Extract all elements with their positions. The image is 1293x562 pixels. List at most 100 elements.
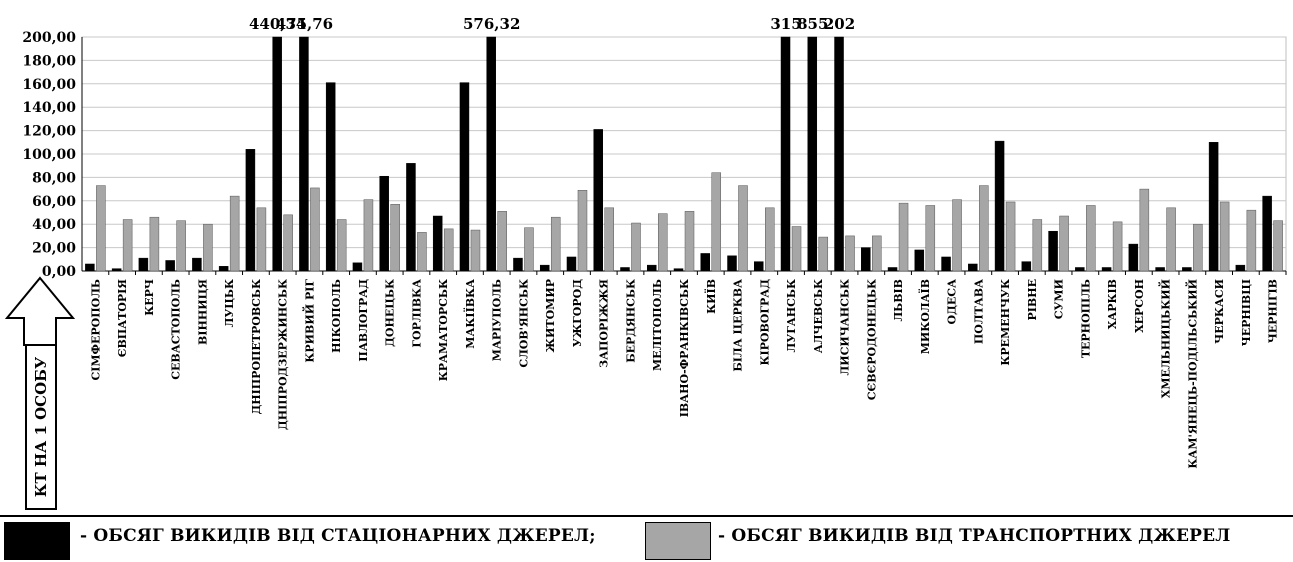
x-tick-label: ХЕРСОН [1133,279,1146,333]
y-tick-label: 180,00 [22,53,76,69]
bar-stationary [887,267,898,272]
bar-transport [604,207,614,272]
bar-stationary [486,36,496,272]
bar-transport [738,185,748,272]
x-tick-label: КРЕМЕНЧУК [999,279,1012,366]
x-tick-label: ЖИТОМИР [544,279,557,352]
bar-transport [684,211,695,272]
bar-transport [845,235,855,272]
bar-transport [979,185,989,272]
bar-stationary [459,82,470,272]
up-arrow-icon [4,276,76,346]
bar-transport [872,235,882,272]
bar-stationary [620,267,630,272]
bar-stationary [646,264,657,272]
bar-stationary [834,36,844,272]
x-tick-label: ЛЬВІВ [892,279,905,322]
x-tick-label: СЛОВ'ЯНСЬК [517,279,530,368]
x-tick-label: ЧЕРНІГІВ [1267,279,1280,343]
bar-stationary [513,257,523,272]
bar-transport [122,219,133,272]
bar-stationary [111,268,122,272]
bar-stationary [1075,267,1085,272]
y-axis-label-box [25,344,57,510]
bar-transport [898,202,909,272]
bar-stationary [432,215,443,272]
y-tick-label: 100,00 [22,147,76,163]
bar-transport [176,220,186,272]
bar-transport [1246,209,1257,272]
x-tick-label: ГОРЛІВКА [410,279,423,348]
bar-transport [256,207,267,272]
bar-stationary [1021,261,1032,272]
x-tick-label: БЕРДЯНСЬК [624,279,637,363]
x-tick-label: ХМЕЛЬНИЦЬКИЙ [1158,279,1173,398]
data-label: 855 [797,15,828,33]
bar-transport [96,185,106,272]
bar-stationary [1155,267,1165,272]
data-label: 315 [770,15,801,33]
x-tick-label: ТЕРНОПІЛЬ [1079,279,1092,358]
bar-transport [1032,219,1043,272]
y-tick-label: 120,00 [22,124,76,140]
legend-swatch-transport [645,522,711,560]
bar-transport [497,211,507,272]
bar-stationary [245,149,256,272]
legend-label-transport: - ОБСЯГ ВИКИДІВ ВІД ТРАНСПОРТНИХ ДЖЕРЕЛ [718,526,1231,546]
bar-stationary [700,253,711,272]
legend-dash: - [718,526,732,546]
bar-stationary [727,255,737,272]
bar-stationary [941,256,951,272]
bar-transport [791,226,802,272]
bar-transport [524,227,534,272]
bar-stationary [138,257,149,272]
bar-transport [470,229,481,272]
y-axis-label: КТ НА 1 ОСОБУ [32,357,50,497]
bar-transport [149,216,160,272]
bar-stationary [754,261,764,272]
x-tick-label: КЕРЧ [143,279,156,316]
x-tick-label: СІМФЕРОПОЛЬ [89,279,102,381]
bar-transport [577,190,588,272]
y-tick-label: 60,00 [32,194,76,210]
legend-label-stationary: - ОБСЯГ ВИКИДІВ ВІД СТАЦІОНАРНИХ ДЖЕРЕЛ; [80,526,596,546]
x-tick-label: КРАМАТОРСЬК [437,279,450,381]
bar-transport [925,205,936,272]
x-tick-label: СЄВЄРОДОНЕЦЬК [865,279,878,400]
legend: - ОБСЯГ ВИКИДІВ ВІД СТАЦІОНАРНИХ ДЖЕРЕЛ;… [0,515,1293,562]
bar-stationary [673,268,684,272]
y-tick-label: 200,00 [22,30,76,46]
x-tick-label: ЗАПОРІЖЖЯ [598,279,611,368]
bar-stationary [539,264,550,272]
bar-stationary [192,257,202,272]
y-tick-label: 80,00 [32,170,76,186]
bar-stationary [1208,142,1219,272]
bar-transport [443,228,454,272]
x-tick-label: ІВАНО-ФРАНКІВСЬК [678,279,691,417]
bar-stationary [379,175,389,272]
bar-transport [1112,221,1123,272]
x-tick-label: МАКІЇВКА [463,279,477,349]
x-tick-label: НІКОПОЛЬ [330,279,343,353]
y-tick-label: 20,00 [32,241,76,257]
bar-transport [1166,207,1176,272]
data-label: 475,76 [276,15,333,33]
y-tick-label: 40,00 [32,217,76,233]
bar-stationary [861,247,871,272]
y-tick-label: 160,00 [22,77,76,93]
bar-stationary [914,249,925,272]
bar-stationary [1101,267,1112,272]
bar-transport [283,214,293,272]
bar-stationary [299,36,309,272]
bar-transport [631,222,641,272]
bar-stationary [1235,264,1246,272]
bar-transport [1139,188,1150,272]
x-tick-label: ОДЕСА [946,279,959,325]
legend-dash: - [80,526,94,546]
x-tick-label: ЧЕРКАСИ [1213,279,1226,344]
x-tick-label: ПАВЛОГРАД [357,279,370,362]
bar-stationary [1128,243,1139,272]
bar-transport [1193,223,1203,272]
bar-transport [203,223,213,272]
bar-transport [711,172,722,272]
